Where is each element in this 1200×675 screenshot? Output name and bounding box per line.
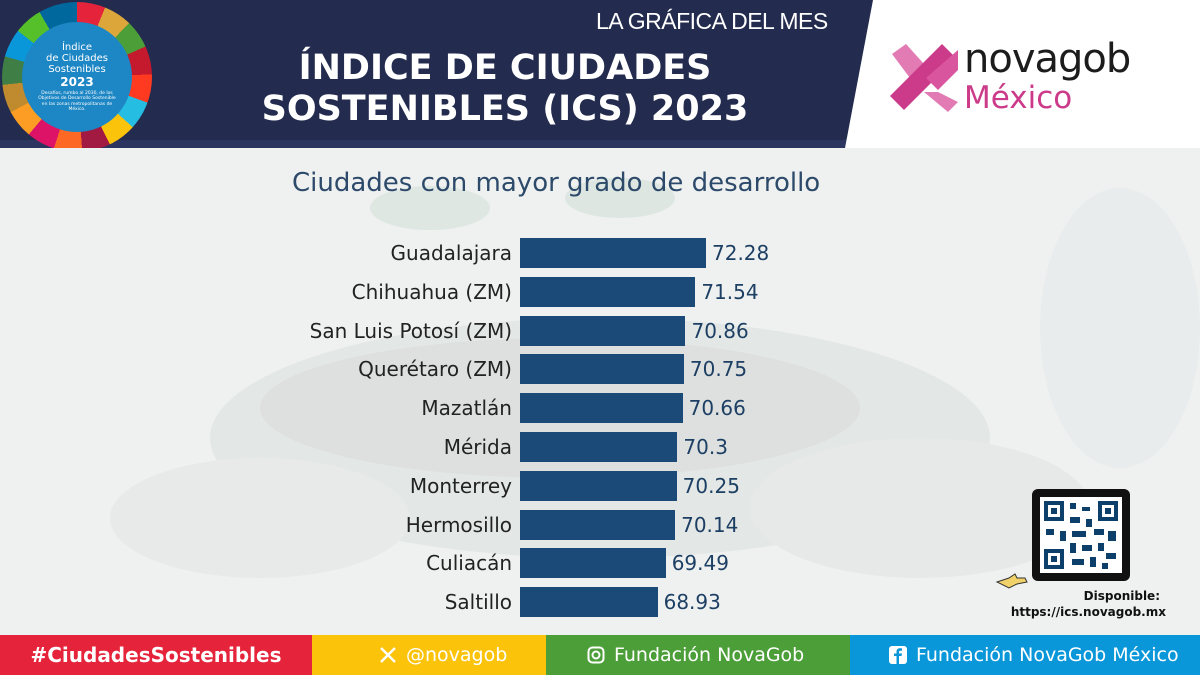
logo-wordmark: novagob xyxy=(964,36,1131,82)
badge-title-line2: de Ciudades xyxy=(46,52,108,64)
footer-twitter-segment: @novagob xyxy=(312,635,546,675)
footer-instagram-segment: Fundación NovaGob xyxy=(546,635,850,675)
footer-instagram-handle[interactable]: Fundación NovaGob xyxy=(614,644,805,666)
badge-year: 2023 xyxy=(60,74,94,89)
footer-hashtag[interactable]: #CiudadesSostenibles xyxy=(30,643,282,667)
page-title-line2: SOSTENIBLES (ICS) 2023 xyxy=(261,89,749,129)
section-kicker: LA GRÁFICA DEL MES xyxy=(596,8,828,34)
page-title: ÍNDICE DE CIUDADES SOSTENIBLES (ICS) 202… xyxy=(160,48,850,130)
badge-center: Índice de Ciudades Sostenibles 2023 Desa… xyxy=(22,22,132,132)
badge-title-line1: Índice xyxy=(61,41,93,53)
chart-title: Ciudades con mayor grado de desarrollo xyxy=(292,168,821,198)
footer-twitter-handle[interactable]: @novagob xyxy=(406,644,508,666)
qr-pattern-icon xyxy=(1044,501,1118,569)
available-url-link[interactable]: https://ics.novagob.mx xyxy=(1010,605,1166,619)
background-hands-seedling-image xyxy=(0,148,1200,635)
header-stripe xyxy=(0,140,1200,148)
badge-description: Desafíos, rumbo al 2030, de los Objetivo… xyxy=(38,90,116,113)
qr-code-icon[interactable] xyxy=(1032,489,1130,581)
footer-bar: #CiudadesSostenibles @novagob Fundación … xyxy=(0,635,1200,675)
x-twitter-icon xyxy=(378,645,398,665)
novagob-x-logo-icon xyxy=(890,44,958,112)
page-title-line1: ÍNDICE DE CIUDADES xyxy=(298,48,712,88)
ics-badge-logo: Índice de Ciudades Sostenibles 2023 Desa… xyxy=(2,2,152,152)
instagram-icon xyxy=(586,645,606,665)
footer-hashtag-segment: #CiudadesSostenibles xyxy=(0,635,312,675)
footer-facebook-segment: Fundación NovaGob México xyxy=(850,635,1200,675)
available-label: Disponible: xyxy=(1083,589,1160,603)
badge-title-line3: Sostenibles xyxy=(48,63,106,75)
qr-code-pattern xyxy=(1040,497,1122,573)
logo-country: México xyxy=(964,80,1073,116)
facebook-icon xyxy=(888,645,908,665)
pointing-hand-icon xyxy=(995,573,1028,589)
logo-panel xyxy=(845,0,1200,148)
footer-facebook-page[interactable]: Fundación NovaGob México xyxy=(916,644,1179,666)
